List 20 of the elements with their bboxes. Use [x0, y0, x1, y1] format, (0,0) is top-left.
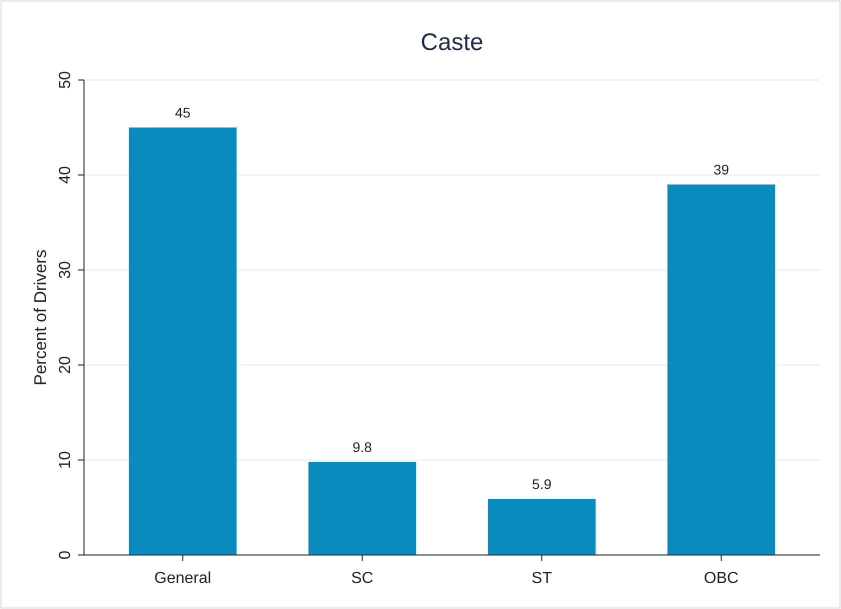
x-tick-label: ST: [532, 570, 552, 587]
chart-title: Caste: [420, 29, 484, 56]
data-label: 9.8: [352, 438, 372, 455]
data-label: 5.9: [532, 476, 552, 492]
bar: [308, 462, 416, 555]
data-label: 39: [713, 162, 730, 178]
bar: [128, 128, 237, 555]
y-tick-label: 30: [57, 261, 74, 279]
y-tick-label: 50: [57, 71, 74, 89]
bar: [488, 498, 596, 555]
x-tick-label: OBC: [704, 570, 739, 587]
data-label: 45: [174, 104, 191, 120]
bar: [667, 184, 776, 555]
y-tick-label: 20: [57, 356, 74, 374]
x-tick-label: General: [154, 570, 212, 587]
y-axis-title: Percent of Drivers: [31, 249, 50, 386]
y-tick-label: 10: [57, 451, 74, 469]
y-tick-label: 40: [57, 166, 74, 184]
x-tick-label: SC: [351, 570, 374, 587]
y-tick-label: 0: [57, 550, 74, 560]
